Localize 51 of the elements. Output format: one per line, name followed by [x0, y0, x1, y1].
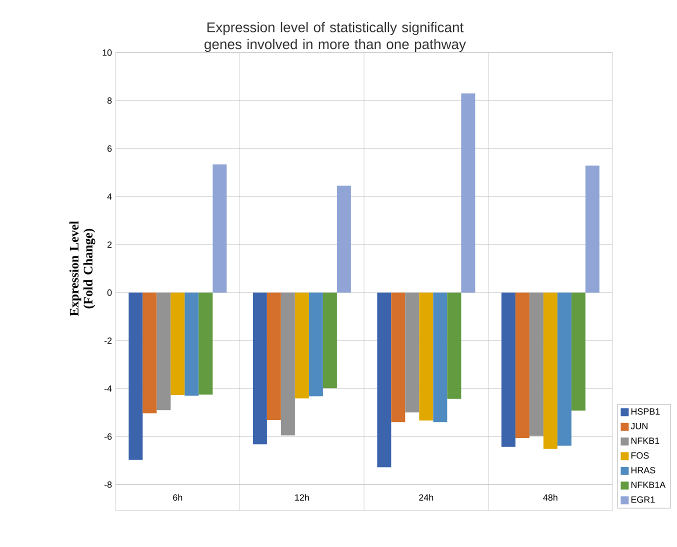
bar	[377, 292, 392, 468]
legend-label: HRAS	[631, 467, 656, 474]
bar	[294, 292, 309, 398]
chart-title: Expression level of statistically significant genes involved in more than one pathway	[204, 22, 466, 52]
bar	[419, 292, 434, 421]
x-tick-label: 24h	[419, 494, 434, 501]
y-tick-label: 0	[107, 289, 112, 296]
bar	[571, 292, 586, 411]
legend-label: JUN	[630, 423, 648, 430]
legend-label: FOS	[631, 452, 649, 459]
y-tick-label: 6	[108, 145, 112, 152]
bar	[529, 292, 544, 436]
bar	[336, 186, 351, 293]
y-tick-label: -2	[104, 337, 112, 344]
bar	[322, 292, 337, 388]
bar	[461, 93, 476, 293]
bar	[447, 292, 462, 399]
bar	[198, 292, 213, 395]
y-tick-label: 4	[107, 193, 112, 200]
legend-label: HSPB1	[631, 408, 660, 415]
bar	[128, 292, 143, 460]
y-tick-label: -4	[104, 385, 112, 392]
bar	[543, 292, 558, 449]
bar	[156, 292, 171, 410]
bar	[142, 292, 157, 414]
bar	[266, 292, 281, 420]
bar	[585, 166, 600, 293]
y-tick-label: 2	[108, 241, 112, 248]
bar	[170, 292, 185, 396]
x-tick-label: 48h	[543, 494, 558, 501]
y-tick-label: 10	[102, 49, 112, 56]
bar	[515, 292, 530, 438]
bar	[405, 292, 420, 412]
bar	[391, 292, 406, 422]
x-tick-label: 6h	[173, 494, 182, 501]
bar	[252, 292, 267, 444]
x-tick-label: 12h	[295, 494, 309, 501]
bar	[280, 292, 295, 436]
y-axis-title: Expression Level (Fold Change)	[69, 221, 96, 316]
legend-label: NFKB1A	[631, 482, 666, 488]
bar	[212, 164, 227, 293]
y-tick-label: 8	[107, 97, 112, 104]
bar	[557, 292, 572, 446]
bar	[184, 292, 199, 396]
legend-label: EGR1	[631, 496, 655, 503]
bar	[433, 292, 448, 422]
y-tick-label: -8	[104, 481, 112, 488]
y-tick-label: -6	[104, 433, 112, 440]
legend-label: NFKB1	[631, 438, 660, 444]
bar	[501, 292, 516, 447]
bar	[308, 292, 323, 396]
